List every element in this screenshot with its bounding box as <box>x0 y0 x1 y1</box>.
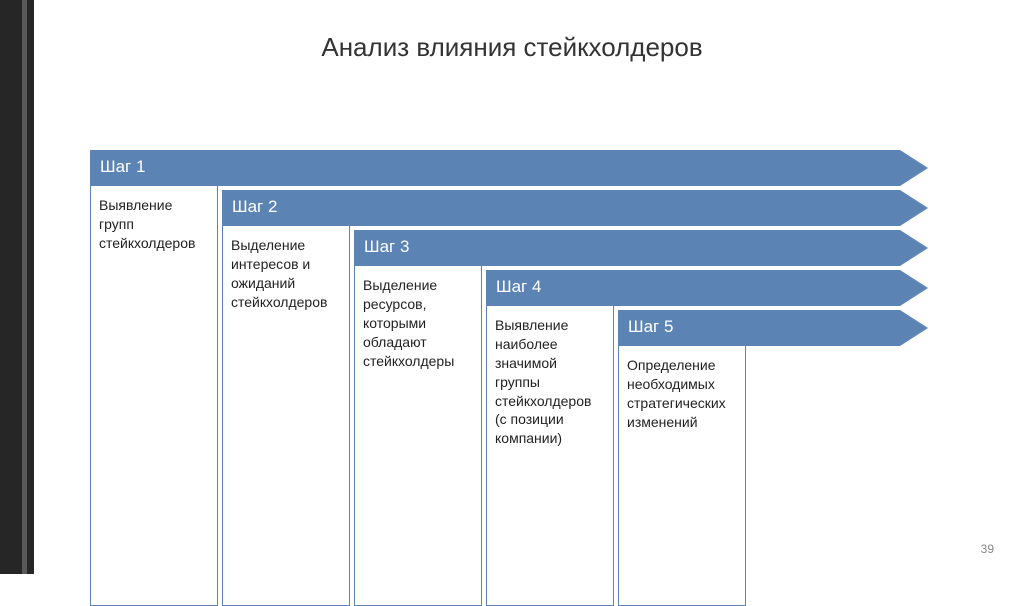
step-label: Шаг 3 <box>354 230 900 266</box>
step-description: Выявление наиболее значимой группы стейк… <box>486 306 614 606</box>
step-arrow: Шаг 1 <box>90 150 928 186</box>
step-description: Выявление групп стейкхолдеров <box>90 186 218 606</box>
slide-sidebar <box>0 0 34 574</box>
arrow-head-icon <box>900 190 928 226</box>
arrow-head-icon <box>900 150 928 186</box>
step-label: Шаг 2 <box>222 190 900 226</box>
page-title: Анализ влияния стейкхолдеров <box>0 32 1024 63</box>
page-number: 39 <box>981 542 994 556</box>
step-description: Выделение интересов и ожиданий стейкхолд… <box>222 226 350 606</box>
step-description: Выделение ресурсов, которыми обладают ст… <box>354 266 482 606</box>
arrow-head-icon <box>900 230 928 266</box>
slide-sidebar-accent <box>22 0 27 574</box>
step-arrow: Шаг 5 <box>618 310 928 346</box>
steps-diagram: Шаг 1Выявление групп стейкхолдеровШаг 2В… <box>90 150 960 530</box>
step-label: Шаг 4 <box>486 270 900 306</box>
step-arrow: Шаг 3 <box>354 230 928 266</box>
step-label: Шаг 1 <box>90 150 900 186</box>
step-description: Определение необходимых стратегических и… <box>618 346 746 606</box>
step-arrow: Шаг 4 <box>486 270 928 306</box>
arrow-head-icon <box>900 270 928 306</box>
step-arrow: Шаг 2 <box>222 190 928 226</box>
step-label: Шаг 5 <box>618 310 900 346</box>
arrow-head-icon <box>900 310 928 346</box>
